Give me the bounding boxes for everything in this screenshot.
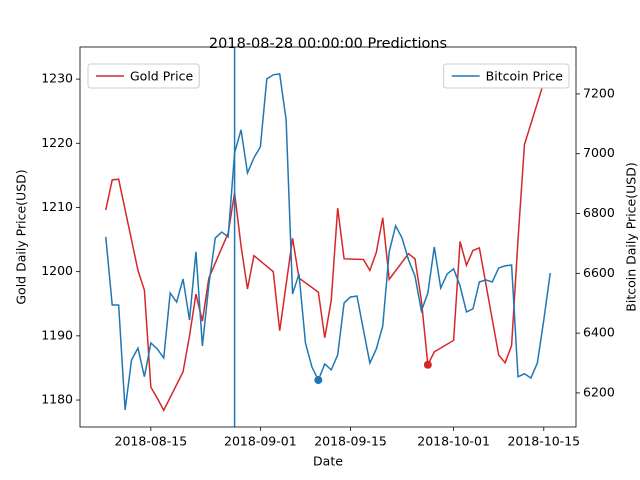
legend-label: Bitcoin Price (486, 69, 564, 84)
y-tick-label: 1200 (41, 263, 73, 278)
x-tick-label: 2018-10-01 (417, 434, 490, 449)
legend-box (443, 63, 570, 89)
x-tick-label: 2018-09-15 (314, 434, 387, 449)
plot-frame (79, 46, 577, 428)
y-tick-label: 1180 (41, 392, 73, 407)
y2-tick-label: 6600 (583, 265, 615, 280)
y-tick-label: 1190 (41, 327, 73, 342)
y2-axis-label: Bitcoin Daily Price(USD) (624, 162, 639, 311)
x-tick-label: 2018-08-15 (115, 434, 188, 449)
legend: Gold Price (87, 63, 200, 89)
highlight-point (423, 360, 432, 369)
legend: Bitcoin Price (443, 63, 570, 89)
highlight-point (314, 376, 323, 385)
y2-tick-label: 7000 (583, 145, 615, 160)
x-tick-label: 2018-09-01 (224, 434, 297, 449)
x-tick-label: 2018-10-15 (507, 434, 580, 449)
line-series (105, 82, 545, 412)
legend-label: Gold Price (130, 69, 194, 84)
x-axis-label: Date (313, 454, 343, 469)
y-tick-label: 1220 (41, 135, 73, 150)
y-axis-label: Gold Daily Price(USD) (14, 169, 29, 304)
y2-tick-label: 6200 (583, 384, 615, 399)
y2-tick-label: 6800 (583, 205, 615, 220)
legend-box (87, 63, 200, 89)
y2-tick-label: 6400 (583, 325, 615, 340)
y2-tick-label: 7200 (583, 85, 615, 100)
y-tick-label: 1230 (41, 71, 73, 86)
y-tick-label: 1210 (41, 199, 73, 214)
line-series (105, 73, 551, 411)
chart-title: 2018-08-28 00:00:00 Predictions (209, 36, 447, 52)
